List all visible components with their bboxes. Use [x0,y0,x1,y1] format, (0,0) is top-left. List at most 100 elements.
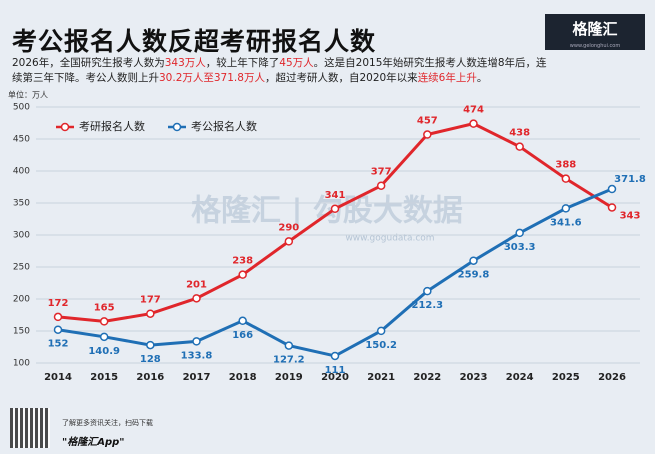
data-label: 371.8 [614,174,646,185]
point [330,351,340,361]
y-tick-label: 400 [13,167,30,177]
y-tick-label: 300 [13,231,30,241]
subtitle-part: 。这是自2015年始研究生报考人数连增8年后，连续第三年下降。考公人数则上升 [12,57,547,84]
x-tick-label: 2020 [321,372,349,383]
point [192,294,201,303]
point [561,204,571,213]
point [607,184,617,194]
x-tick-label: 2019 [275,372,303,383]
data-label: 457 [417,116,438,127]
x-tick-label: 2018 [229,372,257,383]
y-tick-label: 250 [13,263,30,273]
data-label: 303.3 [504,242,536,253]
point [192,337,201,346]
data-label: 438 [509,128,530,139]
point [469,256,478,265]
subtitle-part: 。 [476,72,488,84]
data-label: 474 [463,105,484,116]
logo: 格隆汇 www.gelonghui.com [545,14,645,50]
title: 考公报名人数反超考研报名人数 [12,27,377,56]
watermark-url: www.gogudata.com [345,234,434,244]
point [146,309,155,318]
x-tick-label: 2025 [552,372,580,383]
data-label: 341.6 [550,217,582,228]
point [561,174,571,183]
subtitle-part: 2026年，全国研究生报考人数为 [12,57,165,69]
point [469,119,478,128]
data-label: 165 [94,302,115,313]
data-label: 127.2 [273,355,305,366]
subtitle: 2026年，全国研究生报考人数为343万人，较上年下降了45万人。这是自2015… [12,56,552,86]
data-label: 212.3 [412,300,444,311]
x-tick-label: 2017 [183,372,211,383]
x-tick-label: 2021 [367,372,395,383]
y-tick-label: 150 [13,327,30,337]
point [423,130,432,139]
point [515,142,524,151]
point [99,332,109,342]
point [53,312,63,322]
point [330,204,340,214]
legend-label: 考公报名人数 [191,119,257,133]
logo-url: www.gelonghui.com [569,43,621,49]
x-tick-label: 2026 [598,372,626,383]
data-label: 290 [278,222,299,233]
legend-marker [60,122,70,132]
legend-marker [172,122,182,132]
point [284,237,294,246]
data-label: 150.2 [365,340,397,351]
data-label: 172 [48,298,69,309]
data-label: 388 [555,160,576,171]
subtitle-part: 45万人 [279,57,314,69]
point [376,326,386,336]
data-label: 238 [232,256,253,267]
data-label: 259.8 [458,270,490,281]
x-tick-label: 2024 [506,372,534,383]
data-label: 201 [186,279,207,290]
point [423,286,432,296]
logo-text: 格隆汇 [572,20,618,38]
point [515,228,524,238]
data-label: 377 [371,167,392,178]
unit: 单位：万人 [8,90,48,100]
data-label: 343 [620,210,641,221]
qr-note: 了解更多资讯关注，扫码下载 [62,419,153,427]
y-tick-label: 200 [13,295,30,305]
x-tick-label: 2016 [136,372,164,383]
data-label: 111 [325,365,346,376]
subtitle-part: 343万人 [164,57,206,69]
y-tick-label: 100 [13,359,30,369]
x-tick-label: 2014 [44,372,72,383]
y-tick-label: 500 [13,103,30,113]
point [607,203,617,212]
subtitle-part: 30.2万人至371.8万人 [159,72,265,84]
data-label: 133.8 [181,350,213,361]
data-label: 140.9 [88,346,120,357]
watermark: 格隆汇 | 勾股大数据 [191,194,463,229]
point [238,316,247,326]
point [376,181,386,190]
point [238,270,247,279]
qr-code [10,408,50,448]
data-label: 128 [140,354,161,365]
point [146,340,155,350]
data-label: 341 [325,190,346,201]
y-tick-label: 450 [13,135,30,145]
x-tick-label: 2015 [90,372,118,383]
point [53,325,63,334]
subtitle-part: ，较上年下降了 [205,57,280,69]
x-tick-label: 2022 [413,372,441,383]
subtitle-part: 连续6年上升 [417,72,477,84]
legend-label: 考研报名人数 [79,119,145,133]
data-label: 177 [140,295,161,306]
point [99,317,109,326]
subtitle-part: ，超过考研人数，自2020年以来 [264,72,418,84]
y-tick-label: 350 [13,199,30,209]
app-name: "格隆汇App" [62,437,125,448]
data-label: 152 [48,339,69,350]
x-tick-label: 2023 [460,372,488,383]
point [284,341,294,350]
data-label: 166 [232,330,253,341]
